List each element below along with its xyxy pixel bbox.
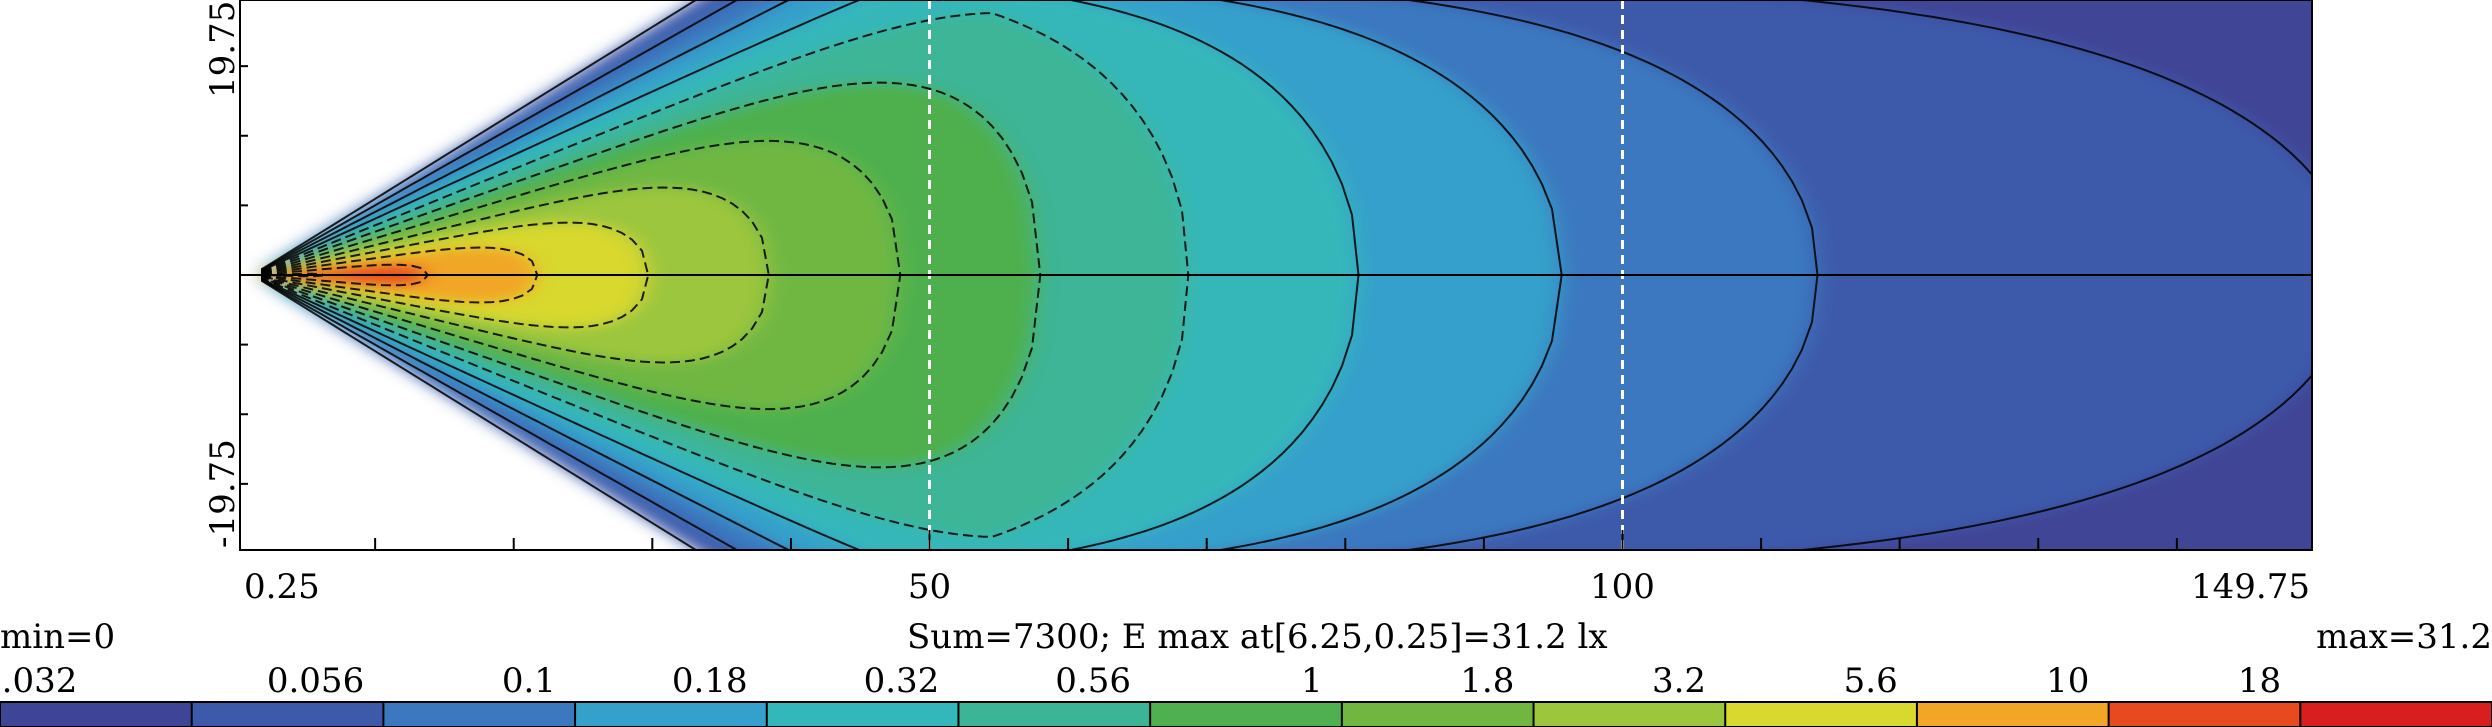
colorbar-tick-label: 0.32 — [864, 661, 940, 701]
colorbar-frame — [0, 701, 2492, 727]
colorbar-segment — [1916, 702, 2110, 727]
contour-line-2 — [261, 0, 1819, 550]
colorbar-segment — [766, 702, 960, 727]
colorbar-tick-label: 1 — [1301, 661, 1323, 701]
contour-line-7 — [261, 139, 902, 411]
y-tick-label: 19.75 — [203, 1, 243, 98]
colorbar: 0.032 0.056 0.1 0.18 0.32 0.56 1 1.8 3.2 5.6 10 18 — [0, 661, 2492, 727]
colorbar-segment — [383, 702, 577, 727]
max-label: max=31.2 — [2316, 617, 2492, 657]
contour-line-11 — [261, 263, 430, 287]
colorbar-tick-label: 0.032 — [0, 661, 77, 701]
x-tick-label: 149.75 — [2191, 567, 2310, 607]
colorbar-segment — [2300, 702, 2492, 727]
min-label: min=0 — [0, 617, 115, 657]
contour-line-4 — [261, 0, 1360, 550]
colorbar-segment — [0, 702, 193, 727]
colorbar-segment — [958, 702, 1152, 727]
x-tick-label: 100 — [1590, 567, 1655, 607]
colorbar-tick-label: 0.18 — [672, 661, 748, 701]
contour-line-9 — [261, 221, 650, 329]
contour-line-6 — [261, 81, 1042, 469]
colorbar-tick-label: 10 — [2046, 661, 2089, 701]
colorbar-tick-label: 0.056 — [267, 661, 364, 701]
contour-line-3 — [261, 0, 1563, 550]
colorbar-segment — [575, 702, 768, 727]
colorbar-segment — [191, 702, 385, 727]
colorbar-tick-label: 3.2 — [1652, 661, 1706, 701]
x-tick-label: 0.25 — [244, 567, 320, 607]
colorbar-segment — [1341, 702, 1535, 727]
x-tick-label: 50 — [908, 567, 951, 607]
contour-line-10 — [261, 246, 539, 304]
colorbar-segment — [1725, 702, 1918, 727]
colorbar-tick-label: 18 — [2238, 661, 2281, 701]
colorbar-segment — [1150, 702, 1343, 727]
y-tick-label: -19.75 — [203, 439, 243, 548]
colorbar-tick-label: 0.56 — [1055, 661, 1131, 701]
summary-label: Sum=7300; E max at[6.25,0.25]=31.2 lx — [907, 617, 1608, 657]
contour-line-5 — [261, 12, 1190, 538]
colorbar-tick-label: 1.8 — [1460, 661, 1514, 701]
colorbar-segment — [2108, 702, 2302, 727]
colorbar-segment — [1533, 702, 1727, 727]
contour-line-8 — [261, 186, 770, 364]
colorbar-tick-label: 0.1 — [502, 661, 556, 701]
colorbar-tick-label: 5.6 — [1844, 661, 1898, 701]
